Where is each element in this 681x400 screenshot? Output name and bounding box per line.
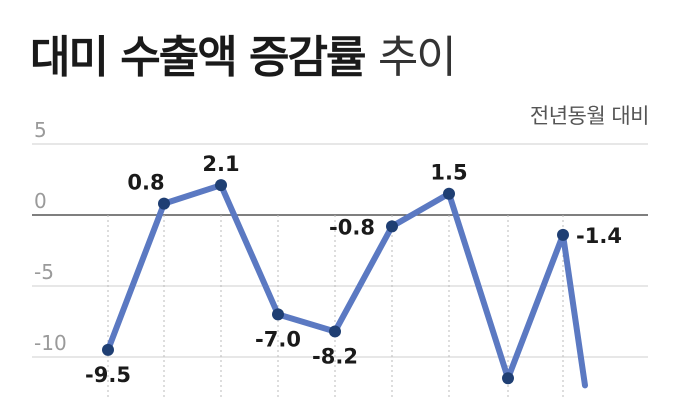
y-tick-label: 0 — [34, 189, 47, 213]
data-point-0 — [102, 343, 114, 356]
chart-title: 대미 수출액 증감률 추이 — [30, 30, 457, 86]
y-tick-label: 5 — [34, 118, 47, 142]
series-line — [105, 182, 588, 389]
y-tick-label: -5 — [34, 260, 54, 284]
data-label-1: 0.8 — [127, 171, 164, 195]
data-point-6 — [443, 187, 455, 200]
data-point-4 — [329, 325, 341, 338]
data-point-7 — [502, 372, 514, 385]
data-point-3 — [272, 308, 284, 321]
data-label-5: -0.8 — [329, 215, 375, 239]
unit-label: 전년동월 대비 — [529, 104, 650, 128]
data-point-8 — [557, 228, 569, 241]
data-label-4: -8.2 — [312, 344, 358, 368]
data-point-2 — [215, 179, 227, 192]
title-sub: 추이 — [377, 32, 457, 83]
data-label-6: 1.5 — [430, 161, 467, 185]
title-main: 대미 수출액 증감률 — [30, 32, 366, 83]
data-label-0: -9.5 — [85, 363, 131, 387]
y-tick-label: -10 — [34, 331, 67, 355]
data-label-2: 2.1 — [202, 152, 239, 176]
data-label-3: -7.0 — [255, 327, 301, 351]
data-point-1 — [158, 197, 170, 210]
data-point-5 — [386, 220, 398, 233]
data-label-8: -1.4 — [576, 224, 622, 248]
